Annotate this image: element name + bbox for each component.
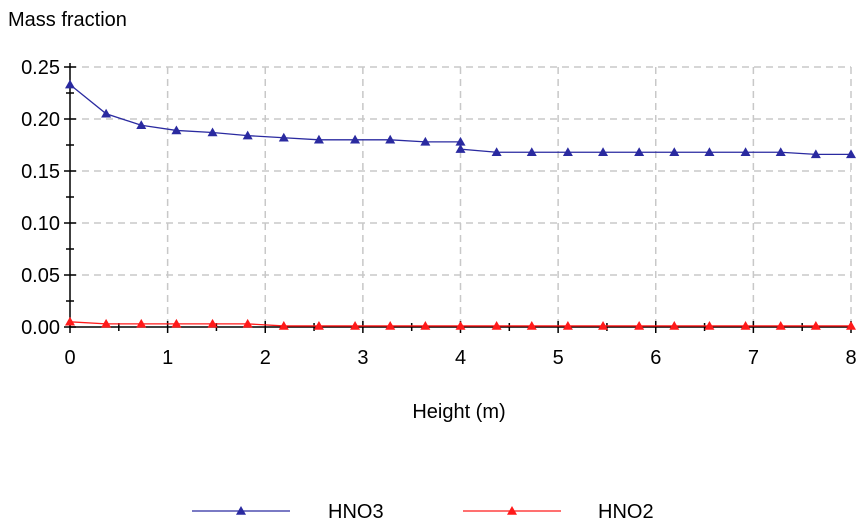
x-tick-label: 8: [845, 347, 856, 369]
y-axis-title: Mass fraction: [8, 9, 127, 31]
data-point-hno3: [65, 79, 75, 89]
x-tick-label: 7: [748, 347, 759, 369]
data-point-hno2: [562, 320, 573, 330]
y-tick-label: 0.00: [21, 317, 60, 339]
data-point-hno2: [171, 318, 182, 328]
data-point-hno2: [385, 320, 396, 330]
legend-label: HNO3: [328, 501, 384, 523]
data-point-hno2: [207, 318, 218, 328]
x-tick-label: 1: [162, 347, 173, 369]
data-point-hno2: [740, 320, 751, 330]
x-tick-label: 2: [260, 347, 271, 369]
data-point-hno3: [704, 147, 715, 157]
data-point-hno3: [313, 134, 324, 144]
data-point-hno3: [171, 125, 182, 135]
plot-series: [65, 79, 856, 330]
legend-marker-icon: [236, 506, 246, 515]
data-point-hno3: [420, 136, 431, 146]
data-point-hno3: [350, 134, 361, 144]
data-point-hno3: [562, 147, 573, 157]
data-point-hno3: [598, 147, 609, 157]
y-tick-label: 0.15: [21, 161, 60, 183]
data-point-hno2: [242, 318, 253, 328]
data-point-hno2: [598, 320, 609, 330]
data-point-hno3: [634, 147, 645, 157]
data-point-hno3: [491, 147, 502, 157]
data-point-hno3: [526, 147, 537, 157]
legend-marker-icon: [507, 506, 517, 515]
data-point-hno2: [65, 316, 75, 326]
data-point-hno3: [207, 127, 218, 137]
data-point-hno2: [704, 320, 715, 330]
data-point-hno3: [669, 147, 680, 157]
data-point-hno2: [846, 320, 856, 330]
data-point-hno2: [775, 320, 786, 330]
data-point-hno2: [491, 320, 502, 330]
data-point-hno3: [810, 149, 821, 159]
x-tick-label: 6: [650, 347, 661, 369]
data-point-hno3: [278, 132, 289, 142]
axes: 0.00 0.05 0.10 0.15 0.20 0.25 0 1 2 3 4 5 6 7 8: [21, 57, 857, 369]
data-point-hno2: [634, 320, 645, 330]
data-point-hno2: [101, 318, 112, 328]
x-axis-title: Height (m): [412, 401, 505, 423]
data-point-hno2: [136, 318, 147, 328]
data-point-hno3: [136, 120, 147, 129]
x-tick-label: 3: [357, 347, 368, 369]
data-point-hno2: [278, 320, 289, 330]
data-point-hno3: [242, 130, 253, 140]
x-tick-label: 4: [455, 347, 466, 369]
data-point-hno3: [740, 147, 751, 157]
x-tick-label: 5: [553, 347, 564, 369]
data-point-hno2: [526, 320, 537, 330]
legend-label: HNO2: [598, 501, 654, 523]
y-tick-label: 0.05: [21, 265, 60, 287]
data-point-hno2: [350, 320, 361, 330]
data-point-hno3: [775, 147, 786, 157]
y-tick-label: 0.20: [21, 109, 60, 131]
x-tick-label: 0: [64, 347, 75, 369]
legend-item-hno2: HNO2: [463, 501, 654, 523]
data-point-hno2: [420, 320, 431, 330]
y-tick-label: 0.10: [21, 213, 60, 235]
data-point-hno3: [101, 108, 112, 118]
legend-item-hno3: HNO3: [192, 501, 384, 523]
data-point-hno3: [455, 144, 466, 153]
grid: [70, 66, 852, 327]
legend: HNO3 HNO2: [192, 501, 654, 523]
data-point-hno2: [313, 320, 324, 330]
data-point-hno2: [810, 320, 821, 330]
data-point-hno3: [385, 134, 396, 144]
data-point-hno3: [455, 136, 466, 146]
data-point-hno3: [846, 149, 856, 159]
data-point-hno2: [669, 320, 680, 330]
data-point-hno2: [455, 320, 466, 330]
y-tick-label: 0.25: [21, 57, 60, 79]
